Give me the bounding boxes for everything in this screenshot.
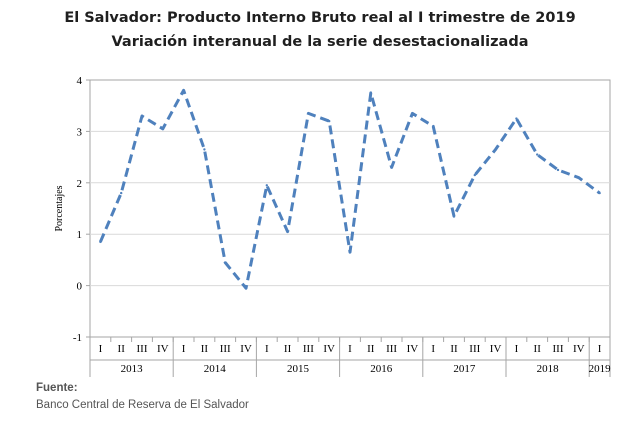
year-label: 2014	[204, 363, 227, 375]
x-tick-label: I	[182, 343, 186, 355]
y-tick-label: 0	[77, 281, 83, 293]
y-tick-label: 4	[77, 75, 83, 87]
x-tick-label: III	[220, 343, 231, 355]
data-point	[348, 250, 352, 254]
data-point	[411, 112, 414, 115]
data-point	[452, 215, 456, 218]
data-point	[120, 191, 123, 195]
data-point	[494, 148, 497, 151]
data-point	[307, 112, 310, 115]
x-tick-label: I	[515, 343, 519, 355]
data-point	[182, 89, 185, 92]
x-tick-label: II	[118, 343, 126, 355]
data-point	[328, 119, 331, 123]
data-point	[577, 176, 580, 179]
source-note: Fuente: Banco Central de Reserva de El S…	[36, 380, 249, 414]
x-tick-label: IV	[240, 343, 252, 355]
year-label: 2017	[453, 363, 476, 375]
source-label: Fuente:	[36, 382, 78, 394]
x-tick-label: I	[598, 343, 602, 355]
data-point	[161, 127, 164, 131]
data-point	[224, 261, 227, 264]
data-point	[390, 166, 393, 169]
data-point	[432, 125, 435, 128]
year-label: 2015	[287, 363, 310, 375]
year-label: 2016	[370, 363, 393, 375]
year-label: 2018	[537, 363, 560, 375]
x-tick-label: I	[99, 343, 103, 355]
y-tick-label: 1	[77, 229, 83, 241]
y-tick-label: 3	[77, 126, 83, 138]
data-point	[99, 240, 102, 244]
data-point	[369, 91, 372, 95]
data-point	[473, 173, 476, 177]
x-tick-label: III	[386, 343, 397, 355]
data-point	[556, 168, 560, 172]
y-tick-label: -1	[73, 332, 82, 344]
x-tick-label: I	[348, 343, 352, 355]
data-point	[203, 148, 206, 151]
x-tick-label: I	[431, 343, 435, 355]
x-tick-label: IV	[323, 343, 335, 355]
data-point	[536, 153, 539, 156]
x-tick-label: IV	[490, 343, 502, 355]
x-tick-label: II	[450, 343, 458, 355]
data-point	[244, 286, 248, 290]
x-tick-label: III	[469, 343, 480, 355]
x-tick-label: II	[284, 343, 292, 355]
source-text: Banco Central de Reserva de El Salvador	[36, 399, 249, 411]
data-point	[598, 191, 601, 195]
x-tick-label: II	[534, 343, 542, 355]
data-point	[265, 184, 268, 187]
x-tick-label: II	[201, 343, 209, 355]
x-tick-label: IV	[157, 343, 169, 355]
x-tick-label: IV	[573, 343, 585, 355]
y-tick-label: 2	[77, 178, 83, 190]
data-point	[140, 114, 144, 118]
plot-area	[89, 79, 611, 338]
x-tick-label: II	[367, 343, 375, 355]
x-tick-label: III	[553, 343, 564, 355]
x-tick-label: III	[137, 343, 148, 355]
data-point	[286, 230, 289, 233]
chart-title-block: El Salvador: Producto Interno Bruto real…	[0, 6, 640, 54]
x-tick-label: I	[265, 343, 269, 355]
year-label: 2019	[589, 363, 612, 375]
year-label: 2013	[121, 363, 144, 375]
x-tick-label: III	[303, 343, 314, 355]
x-tick-label: IV	[407, 343, 419, 355]
y-axis-label: Porcentajes	[54, 185, 65, 231]
series-line	[99, 88, 601, 290]
data-point	[515, 117, 518, 120]
chart-title: El Salvador: Producto Interno Bruto real…	[64, 10, 576, 26]
chart-subtitle: Variación interanual de la serie desesta…	[111, 34, 529, 50]
